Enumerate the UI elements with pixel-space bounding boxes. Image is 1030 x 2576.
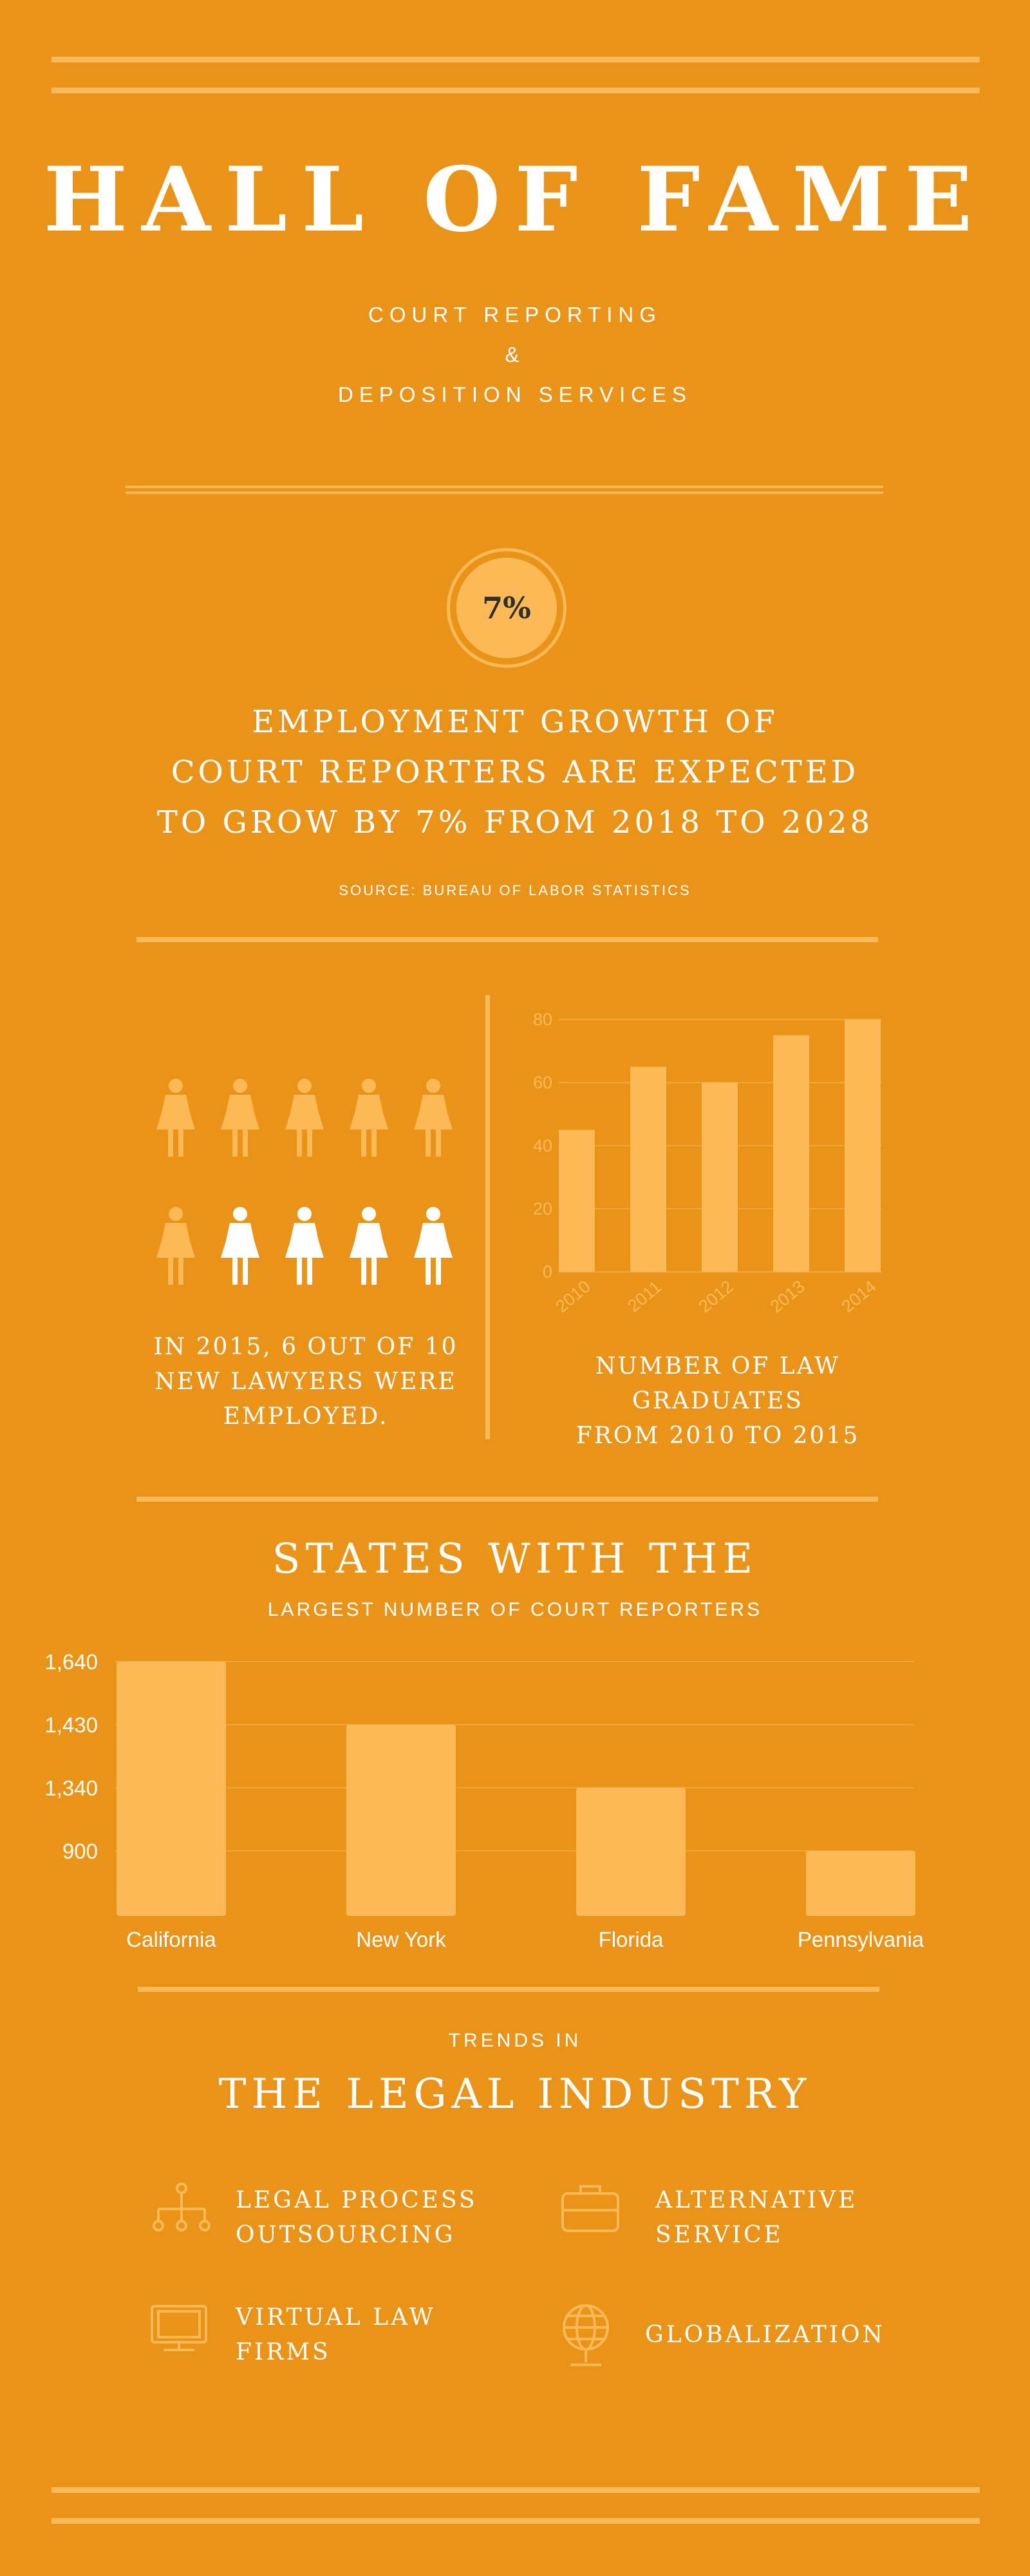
header-divider-2 xyxy=(126,491,883,494)
growth-badge: 7% xyxy=(456,558,557,658)
woman-icon xyxy=(350,1207,388,1285)
trend-1-line-2: OUTSOURCING xyxy=(236,2222,456,2248)
y-tick-label: 20 xyxy=(533,1199,552,1218)
trend-3-line-1: VIRTUAL LAW xyxy=(236,2304,436,2331)
lawyers-caption-line-2: NEW LAWYERS WERE xyxy=(154,1368,457,1395)
bar-2012 xyxy=(702,1083,738,1272)
bar-2010 xyxy=(559,1130,595,1272)
lawyers-caption-line-1: IN 2015, 6 OUT OF 10 xyxy=(153,1334,458,1360)
states-chart: 1,640 1,430 1,340 900 California New York Flo… xyxy=(44,1650,924,1951)
page-title: HALL OF FAME xyxy=(43,147,987,252)
states-heading: STATES WITH THE xyxy=(272,1535,758,1583)
org-chart-icon xyxy=(153,2183,211,2231)
graduates-caption: NUMBER OF LAW GRADUATES FROM 2010 TO 201… xyxy=(534,1349,901,1454)
woman-icon xyxy=(221,1207,259,1285)
bar-new-york xyxy=(346,1725,456,1916)
section-divider-3 xyxy=(138,1987,879,1992)
woman-icon-employed xyxy=(285,1079,324,1157)
lawyers-pictogram xyxy=(156,1079,453,1285)
growth-line-3: TO GROW BY 7% FROM 2018 TO 2028 xyxy=(156,804,874,840)
woman-icon-employed xyxy=(156,1207,195,1285)
y-tick-label: 1,340 xyxy=(44,1776,98,1800)
subtitle-line-3: DEPOSITION SERVICES xyxy=(338,383,692,406)
woman-icon-employed xyxy=(350,1079,388,1157)
bar-2011 xyxy=(630,1066,666,1272)
x-tick-label: 2011 xyxy=(624,1277,665,1316)
bar-pennsylvania xyxy=(806,1851,915,1916)
top-rule-1 xyxy=(52,57,980,62)
x-tick-label: 2012 xyxy=(695,1276,737,1316)
subtitle-line-1: COURT REPORTING xyxy=(368,303,662,327)
growth-line-2: COURT REPORTERS ARE EXPECTED xyxy=(171,754,859,790)
bottom-rule-1 xyxy=(52,2487,980,2493)
bottom-rule-2 xyxy=(52,2518,980,2524)
section-divider-1 xyxy=(136,937,878,942)
trend-3-line-2: FIRMS xyxy=(236,2339,331,2365)
growth-line-1: EMPLOYMENT GROWTH OF xyxy=(252,704,778,740)
globe-icon xyxy=(563,2304,609,2366)
woman-icon-employed xyxy=(156,1079,195,1157)
states-subheading: LARGEST NUMBER OF COURT REPORTERS xyxy=(267,1599,763,1620)
x-tick-label: 2010 xyxy=(552,1276,594,1316)
trend-2-line-2: SERVICE xyxy=(655,2222,783,2248)
graduates-chart: 0 20 40 60 80 2010 2011 2012 2013 2014 xyxy=(533,1010,882,1316)
growth-badge-ring xyxy=(447,548,566,668)
y-tick-label: 900 xyxy=(62,1839,98,1863)
y-tick-label: 60 xyxy=(533,1073,552,1092)
woman-icon-employed xyxy=(414,1079,453,1157)
trend-2-line-1: ALTERNATIVE xyxy=(655,2187,858,2213)
woman-icon-employed xyxy=(221,1079,259,1157)
trend-virtual-law-firms: VIRTUAL LAW FIRMS xyxy=(236,2300,436,2370)
briefcase-icon xyxy=(561,2185,619,2232)
trends-title: THE LEGAL INDUSTRY xyxy=(218,2070,812,2118)
x-tick-label: California xyxy=(126,1927,216,1951)
trend-alternative-service: ALTERNATIVE SERVICE xyxy=(655,2183,857,2253)
trends-kicker: TRENDS IN xyxy=(448,2030,582,2051)
bar-florida xyxy=(576,1788,686,1916)
trend-globalization: GLOBALIZATION xyxy=(645,2322,886,2348)
lawyers-caption-line-3: EMPLOYED. xyxy=(223,1403,389,1430)
y-tick-label: 80 xyxy=(533,1010,552,1029)
y-tick-label: 40 xyxy=(533,1136,552,1155)
x-tick-label: Pennsylvania xyxy=(798,1927,924,1951)
x-tick-label: 2013 xyxy=(767,1276,809,1316)
woman-icon xyxy=(414,1207,453,1285)
subtitle-line-2: & xyxy=(505,343,525,366)
x-tick-label: New York xyxy=(356,1927,446,1951)
section-divider-2 xyxy=(136,1497,878,1502)
x-tick-label: Florida xyxy=(599,1927,664,1951)
header-divider-1 xyxy=(126,486,883,488)
trend-legal-process-outsourcing: LEGAL PROCESS OUTSOURCING xyxy=(236,2183,478,2253)
y-tick-label: 1,430 xyxy=(44,1713,98,1737)
x-tick-label: 2014 xyxy=(838,1276,880,1316)
vertical-divider xyxy=(485,995,490,1439)
trend-1-line-1: LEGAL PROCESS xyxy=(236,2187,478,2213)
top-rule-2 xyxy=(52,88,980,93)
graduates-caption-line-1: NUMBER OF LAW xyxy=(595,1353,841,1379)
monitor-icon xyxy=(151,2305,207,2351)
woman-icon xyxy=(285,1207,324,1285)
graduates-caption-line-3: FROM 2010 TO 2015 xyxy=(576,1423,860,1449)
lawyers-caption: IN 2015, 6 OUT OF 10 NEW LAWYERS WERE EM… xyxy=(129,1330,483,1434)
growth-source: SOURCE: BUREAU OF LABOR STATISTICS xyxy=(339,882,691,898)
bar-2013 xyxy=(773,1035,809,1272)
bar-2014 xyxy=(845,1019,881,1272)
bar-california xyxy=(117,1662,226,1916)
graduates-caption-line-2: GRADUATES xyxy=(632,1388,803,1414)
y-tick-label: 0 xyxy=(543,1262,552,1282)
y-tick-label: 1,640 xyxy=(44,1650,98,1674)
